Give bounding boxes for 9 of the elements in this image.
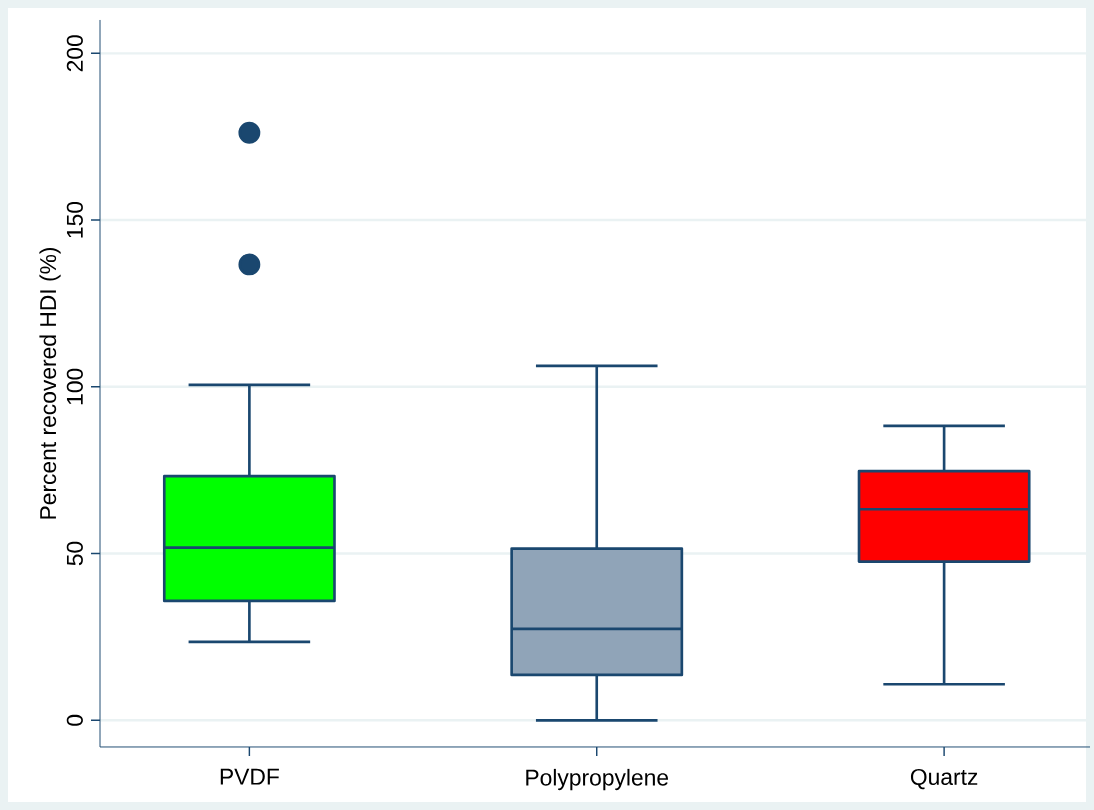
y-tick-label: 50	[66, 541, 83, 566]
y-tick-label: 0	[66, 714, 83, 726]
y-tick-label: 100	[66, 368, 83, 405]
y-tick-label: 200	[66, 35, 83, 72]
y-tick-label: 150	[66, 201, 83, 238]
x-tick-label: Polypropylene	[526, 768, 669, 791]
x-tick-label: Quartz	[910, 768, 978, 790]
x-tick-label: PVDF	[220, 768, 279, 785]
y-axis-title: Percent recovered HDI (%)	[39, 247, 61, 519]
